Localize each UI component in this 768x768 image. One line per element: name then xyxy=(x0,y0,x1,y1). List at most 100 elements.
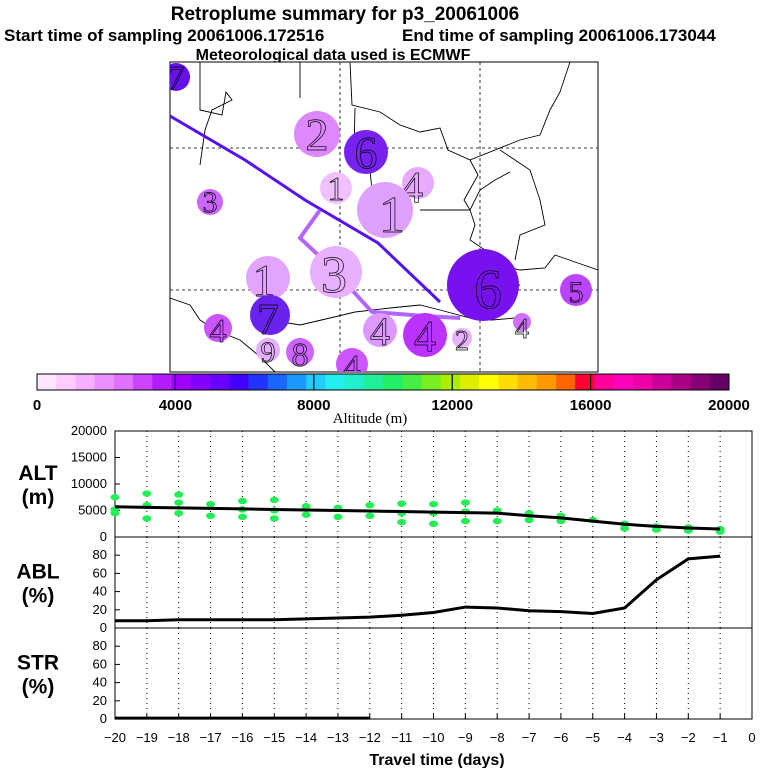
time-series-panels: 05000100001500020000ALT(m)020406080ABL(%… xyxy=(16,423,755,745)
colorbar-swatches xyxy=(37,374,730,390)
altitude-point xyxy=(174,509,184,517)
x-tick-label: −8 xyxy=(490,730,505,745)
x-tick-label: −18 xyxy=(168,730,190,745)
day-marker: 3 xyxy=(197,186,223,219)
fraction-line xyxy=(115,554,721,623)
day-marker: 3 xyxy=(310,246,362,304)
colorbar-swatch xyxy=(37,374,57,390)
altitude-point xyxy=(110,494,120,501)
y-tick-label: 40 xyxy=(93,584,107,599)
y-tick-label: 0 xyxy=(100,711,107,726)
colorbar-swatch xyxy=(709,374,730,390)
altitude-point xyxy=(269,496,279,504)
map-markers: 7 2 6 3 1 4 1 3 1 6 5 7 4 4 4 9 8 4 2 4 xyxy=(170,62,592,374)
day-marker: 8 xyxy=(286,337,314,374)
colorbar-swatch xyxy=(652,374,672,390)
day-marker: 7 xyxy=(170,62,190,97)
colorbar-swatch xyxy=(575,374,595,390)
colorbar-label: Altitude (m) xyxy=(333,411,408,427)
colorbar-tick-label: 20000 xyxy=(708,397,750,414)
day-marker: 9 xyxy=(256,336,280,369)
colorbar-frame xyxy=(36,373,730,391)
panel-unit: (%) xyxy=(22,585,55,608)
marker-label: 9 xyxy=(261,336,276,369)
altitude-point xyxy=(365,512,375,519)
colorbar-tick-label: 12000 xyxy=(431,397,473,414)
day-marker: 1 xyxy=(357,182,413,244)
marker-label: 3 xyxy=(203,186,218,219)
x-tick-label: −6 xyxy=(553,730,568,745)
mean-trajectory-line xyxy=(170,114,442,304)
colorbar-swatch xyxy=(229,374,249,390)
colorbar-swatch xyxy=(152,374,173,390)
end-time-label: End time of sampling 20061006.173044 xyxy=(402,26,716,45)
x-tick-label: −15 xyxy=(263,730,285,745)
colorbar-swatch xyxy=(325,374,346,390)
colorbar-swatch xyxy=(613,374,634,390)
colorbar-tick-label: 0 xyxy=(33,397,41,414)
altitude-point xyxy=(524,516,534,524)
day-marker: 6 xyxy=(447,249,519,321)
colorbar-swatch xyxy=(383,374,403,390)
y-tick-label: 10000 xyxy=(71,476,107,491)
y-tick-label: 20 xyxy=(93,693,107,708)
panel-abl: 0 20 40 60 80 ABL(%) xyxy=(16,536,753,635)
altitude-point xyxy=(429,500,438,508)
altitude-point xyxy=(397,500,407,507)
marker-label: 6 xyxy=(355,127,378,178)
altitude-point xyxy=(460,499,470,506)
marker-label: 4 xyxy=(370,309,390,354)
x-tick-label: −14 xyxy=(295,730,317,745)
altitude-point xyxy=(397,518,407,526)
colorbar-swatch xyxy=(671,374,692,390)
marker-label: 5 xyxy=(569,276,584,309)
y-tick-label: 20000 xyxy=(71,423,107,438)
day-marker: 4 xyxy=(336,348,368,372)
panel-title: ALT xyxy=(18,462,57,485)
x-tick-label: −10 xyxy=(422,730,444,745)
marker-label: 1 xyxy=(379,187,405,244)
colorbar-swatch xyxy=(286,374,307,390)
altitude-point xyxy=(269,515,279,522)
y-tick-label: 5000 xyxy=(78,503,107,518)
y-tick-label: 0 xyxy=(100,620,107,635)
x-tick-label: −3 xyxy=(649,730,664,745)
figure-title: Retroplume summary for p3_20061006 xyxy=(171,4,520,25)
day-marker: 7 xyxy=(250,295,290,344)
colorbar-swatch xyxy=(56,374,76,390)
colorbar-ticks: 0 4000 8000 12000 16000 20000 xyxy=(33,374,750,414)
marker-label: 4 xyxy=(515,314,529,345)
panel-unit: (m) xyxy=(22,486,55,509)
altitude-point xyxy=(206,512,216,519)
colorbar-swatch xyxy=(133,374,153,390)
panel-str: 0 20 40 60 80 STR(%) xyxy=(17,627,753,726)
altitude-point xyxy=(492,517,502,525)
marker-label: 2 xyxy=(455,326,469,357)
x-tick-label: 0 xyxy=(748,730,755,745)
x-tick-label: −1 xyxy=(713,730,728,745)
panel-title: STR xyxy=(17,652,59,675)
day-marker: 5 xyxy=(560,274,592,309)
colorbar-swatch xyxy=(440,374,461,390)
colorbar-swatch xyxy=(459,374,480,390)
marker-label: 8 xyxy=(292,337,309,374)
colorbar-swatch xyxy=(517,374,538,390)
colorbar-swatch xyxy=(306,374,326,390)
day-marker: 1 xyxy=(320,171,352,208)
x-tick-label: −16 xyxy=(231,730,253,745)
day-marker: 1 xyxy=(246,255,290,306)
colorbar-swatch xyxy=(498,374,519,390)
colorbar-swatch xyxy=(248,374,269,390)
marker-label: 4 xyxy=(210,313,227,350)
x-tick-label: −5 xyxy=(585,730,600,745)
panel-alt: 0 5000 10000 15000 20000 ALT(m) xyxy=(18,423,753,544)
colorbar-swatch xyxy=(421,374,442,390)
y-tick-label: 80 xyxy=(93,547,107,562)
trajectory-map: 7 2 6 3 1 4 1 3 1 6 5 7 4 4 4 9 8 4 2 4 xyxy=(169,61,599,374)
altitude-point xyxy=(110,509,120,517)
y-tick-label: 80 xyxy=(93,638,107,653)
colorbar-swatch xyxy=(267,374,288,390)
colorbar-swatch xyxy=(632,374,653,390)
day-marker: 4 xyxy=(513,313,531,345)
colorbar-tick-label: 8000 xyxy=(297,397,330,414)
